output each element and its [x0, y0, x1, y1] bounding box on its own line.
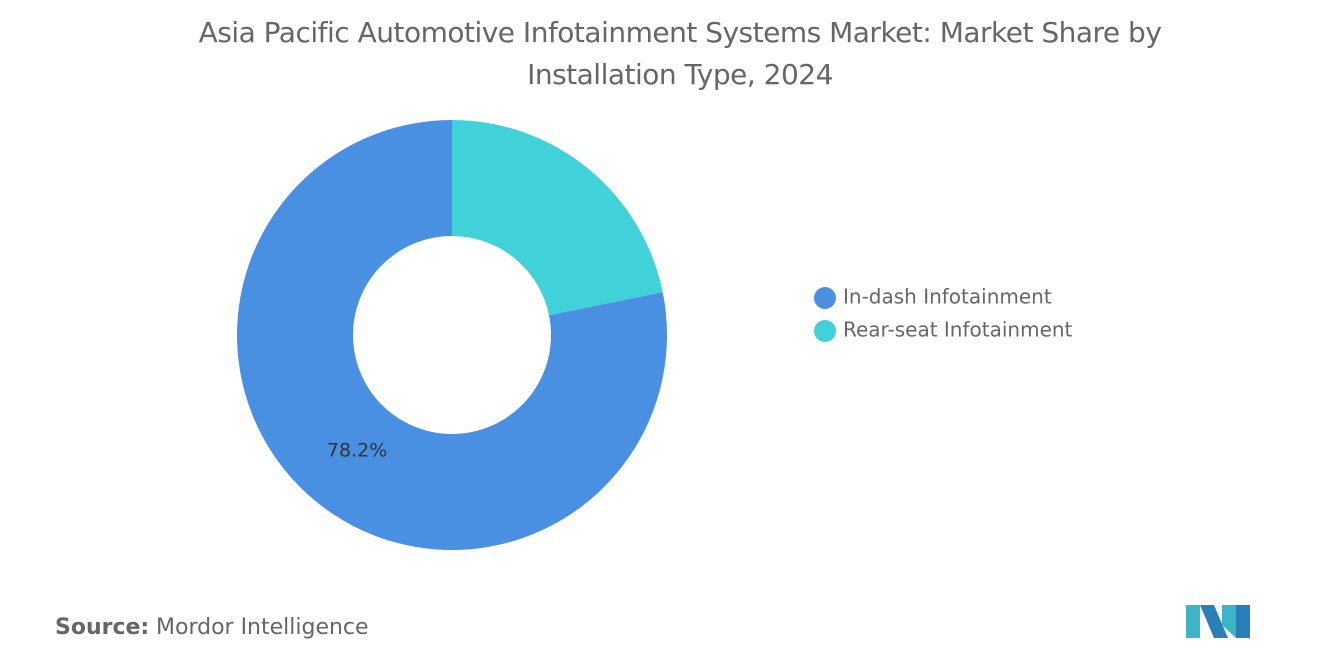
legend-marker	[814, 320, 836, 342]
legend-label: Rear-seat Infotainment	[843, 318, 1073, 342]
source: Mordor Intelligence	[156, 615, 369, 640]
donut-slice	[452, 120, 663, 316]
data-label: 78.2%	[327, 440, 387, 462]
legend-marker	[814, 287, 836, 309]
donut-slice	[236, 120, 667, 551]
source-label: Source:	[55, 615, 149, 640]
chart-title: Asia Pacific Automotive Infotainment Sys…	[198, 16, 1162, 91]
legend-label: In-dash Infotainment	[843, 285, 1052, 309]
logo	[1186, 605, 1250, 638]
